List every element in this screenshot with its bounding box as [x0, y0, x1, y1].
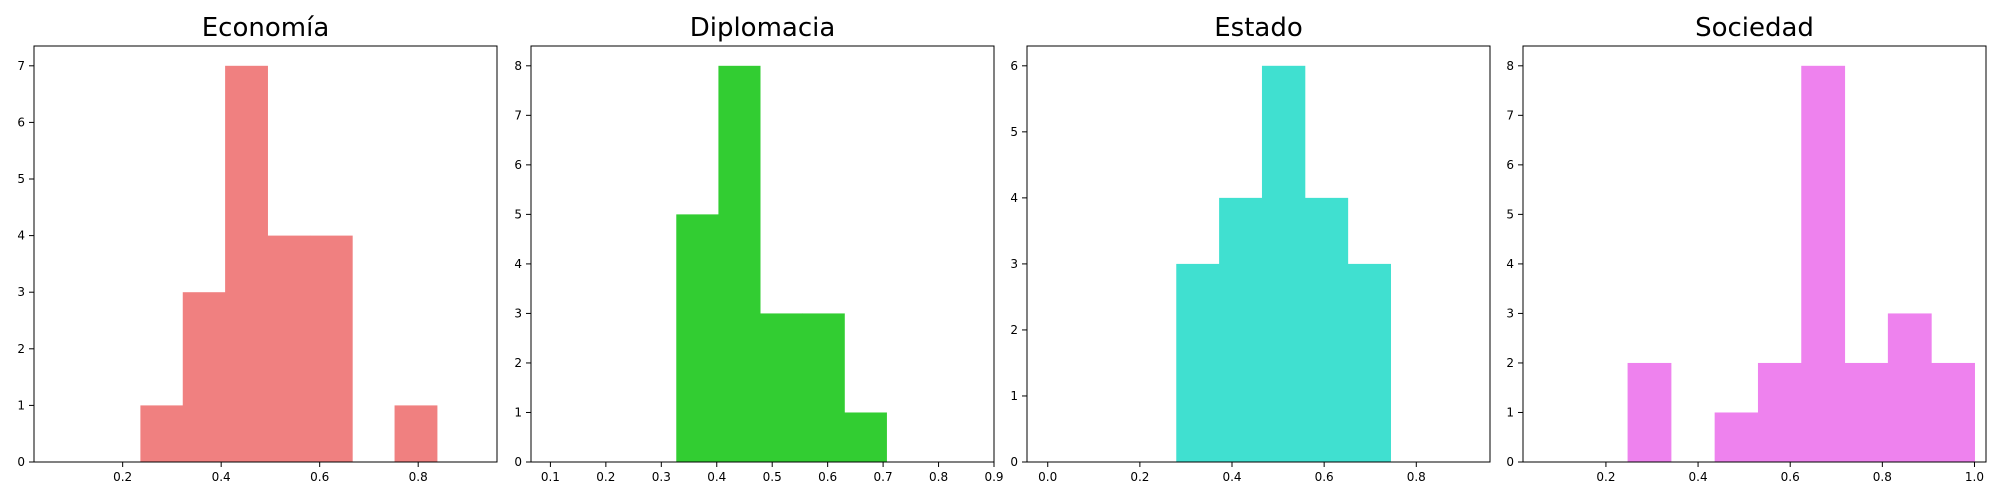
histogram-bar — [718, 65, 761, 463]
panel-economia: Economía 0.2 0.4 0.6 0.8 0 1 2 3 4 5 6 7 — [17, 13, 498, 484]
x-tick-label: 0.8 — [1873, 470, 1892, 484]
y-tick-label: 3 — [1010, 257, 1018, 271]
x-tick-label: 0.2 — [113, 470, 132, 484]
histogram-bar — [140, 405, 184, 462]
y-tick-label: 6 — [1010, 59, 1018, 73]
y-tick-label: 2 — [1010, 323, 1018, 337]
histogram-bar — [1844, 362, 1889, 462]
y-tick-label: 0 — [1010, 455, 1018, 469]
histogram-bar — [1219, 197, 1263, 462]
y-tick-label: 6 — [1506, 158, 1514, 172]
histogram-bar — [394, 405, 438, 462]
x-tick-label: 0.4 — [212, 470, 231, 484]
y-tick-label: 7 — [17, 59, 25, 73]
panel-title: Estado — [1214, 13, 1303, 43]
x-tick-label: 0.3 — [652, 470, 671, 484]
x-tick-label: 0.2 — [1596, 470, 1615, 484]
histogram-bar — [309, 235, 353, 462]
y-tick-label: 0 — [1506, 455, 1514, 469]
x-tick-label: 0.8 — [929, 470, 948, 484]
y-tick-label: 5 — [1010, 125, 1018, 139]
y-tick-label: 5 — [1506, 207, 1514, 221]
histogram-bar — [844, 412, 887, 462]
y-tick-label: 4 — [514, 257, 522, 271]
y-tick-label: 8 — [514, 59, 522, 73]
y-tick-label: 1 — [17, 398, 25, 412]
y-tick-label: 4 — [1506, 257, 1514, 271]
y-tick-label: 3 — [1506, 306, 1514, 320]
histogram-bar — [1347, 263, 1391, 462]
histogram-bar — [1714, 412, 1759, 462]
panel-sociedad: Sociedad 0.2 0.4 0.6 0.8 1.0 0 1 2 3 4 5 6 7 8 — [1506, 13, 1987, 484]
histogram-bar — [1176, 263, 1220, 462]
histogram-bar — [1887, 313, 1932, 462]
y-tick-label: 4 — [1010, 191, 1018, 205]
x-tick-label: 0.1 — [541, 470, 560, 484]
x-tick-label: 0.9 — [984, 470, 1003, 484]
x-tick-label: 0.4 — [1689, 470, 1708, 484]
histogram-bar — [760, 313, 803, 462]
y-tick-label: 6 — [514, 158, 522, 172]
x-tick-label: 0.4 — [707, 470, 726, 484]
x-tick-label: 0.5 — [763, 470, 782, 484]
x-tick-label: 0.6 — [1315, 470, 1334, 484]
x-tick-label: 0.6 — [818, 470, 837, 484]
x-tick-label: 0.7 — [874, 470, 893, 484]
x-tick-label: 0.8 — [409, 470, 428, 484]
y-tick-label: 8 — [1506, 59, 1514, 73]
histogram-bar — [802, 313, 845, 462]
histogram-bar — [676, 214, 719, 462]
panel-title: Diplomacia — [690, 13, 836, 43]
y-tick-label: 1 — [1506, 405, 1514, 419]
x-tick-label: 0.2 — [596, 470, 615, 484]
y-tick-label: 4 — [17, 229, 25, 243]
y-tick-label: 3 — [514, 306, 522, 320]
axes-frame — [33, 45, 498, 463]
x-tick-label: 0.6 — [310, 470, 329, 484]
histogram-bar — [182, 292, 226, 462]
panel-title: Sociedad — [1695, 13, 1814, 43]
panel-estado: Estado 0.0 0.2 0.4 0.6 0.8 0 1 2 3 4 5 6 — [1010, 13, 1491, 484]
histogram-bar — [1801, 65, 1846, 463]
y-tick-label: 2 — [1506, 356, 1514, 370]
y-tick-label: 1 — [514, 405, 522, 419]
histogram-bar — [1931, 362, 1975, 462]
y-tick-label: 0 — [17, 455, 25, 469]
histogram-bar — [225, 65, 268, 463]
y-tick-label: 7 — [514, 108, 522, 122]
y-tick-label: 5 — [17, 172, 25, 186]
histogram-bar — [1757, 362, 1802, 462]
panel-diplomacia: Diplomacia 0.1 0.2 0.3 0.4 0.5 0.6 0.7 0.8 0.9 0 1… — [514, 13, 1003, 484]
y-tick-label: 7 — [1506, 108, 1514, 122]
x-tick-label: 0.8 — [1407, 470, 1426, 484]
y-tick-label: 1 — [1010, 389, 1018, 403]
axes-frame — [1522, 45, 1987, 463]
x-tick-label: 0.6 — [1781, 470, 1800, 484]
histogram-bar — [267, 235, 311, 462]
axes-frame — [530, 45, 995, 463]
histogram-bar — [1627, 362, 1672, 462]
histogram-bar — [1304, 197, 1349, 462]
histogram-bar — [1261, 65, 1306, 463]
x-tick-label: 0.0 — [1038, 470, 1057, 484]
y-tick-label: 3 — [17, 285, 25, 299]
y-tick-label: 6 — [17, 115, 25, 129]
y-tick-label: 2 — [514, 356, 522, 370]
x-tick-label: 0.2 — [1130, 470, 1149, 484]
y-tick-label: 0 — [514, 455, 522, 469]
y-tick-label: 5 — [514, 207, 522, 221]
y-tick-label: 2 — [17, 342, 25, 356]
x-tick-label: 1.0 — [1965, 470, 1984, 484]
x-tick-label: 0.4 — [1222, 470, 1241, 484]
panel-title: Economía — [202, 13, 330, 43]
axes-frame — [1026, 45, 1491, 463]
